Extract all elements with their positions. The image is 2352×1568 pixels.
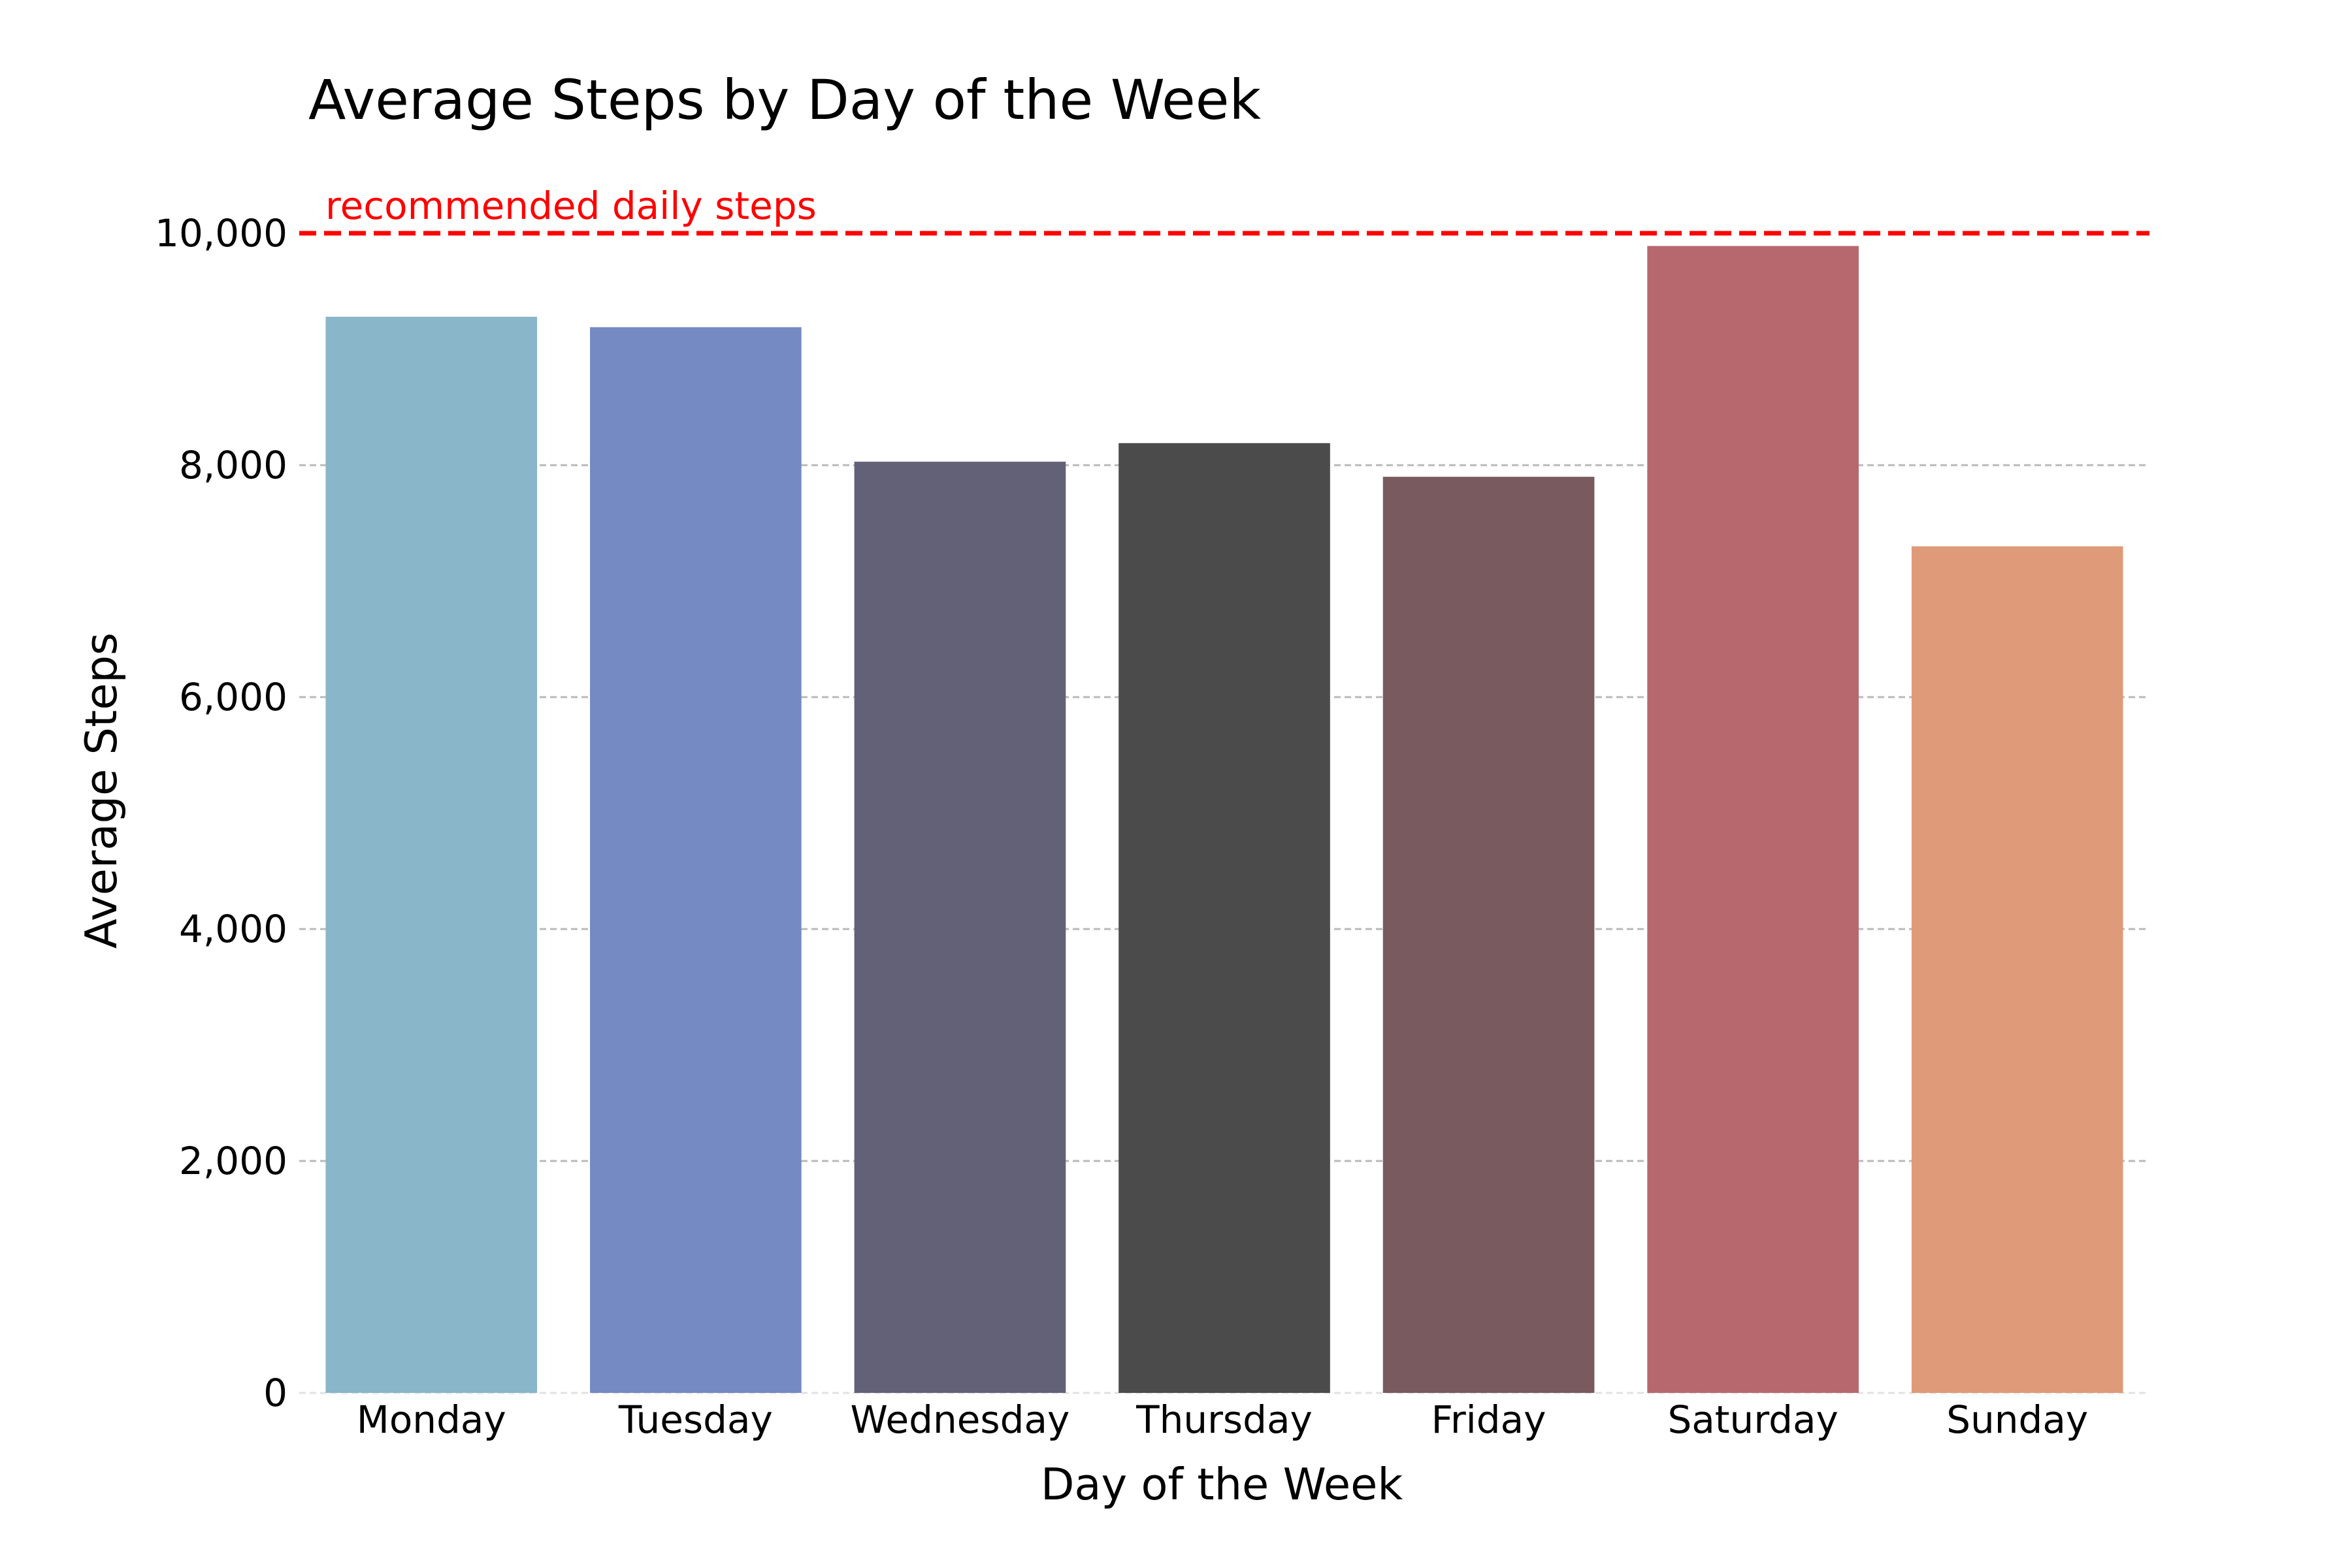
y-tick-label: 2,000 — [179, 1139, 287, 1183]
y-tick-label: 8,000 — [179, 443, 287, 487]
x-tick-label: Friday — [1431, 1397, 1546, 1442]
x-axis-label: Day of the Week — [1041, 1459, 1403, 1510]
bar-thursday — [1119, 443, 1330, 1393]
y-axis-ticks: 0 2,000 4,000 6,000 8,000 10,000 — [155, 211, 287, 1415]
bar-wednesday — [854, 461, 1066, 1393]
y-tick-label: 0 — [263, 1371, 287, 1415]
x-tick-label: Saturday — [1667, 1397, 1838, 1442]
y-axis-label: Average Steps — [76, 632, 127, 949]
reference-line-group: recommended daily steps — [299, 184, 2149, 236]
chart-title: Average Steps by Day of the Week — [308, 68, 1261, 132]
x-tick-label: Sunday — [1946, 1397, 2088, 1442]
x-tick-label: Monday — [357, 1397, 506, 1442]
reference-line-label: recommended daily steps — [325, 184, 817, 228]
x-axis-ticks: Monday Tuesday Wednesday Thursday Friday Satu… — [357, 1397, 2088, 1442]
bar-monday — [325, 316, 538, 1393]
x-tick-label: Thursday — [1135, 1397, 1313, 1442]
y-tick-label: 6,000 — [179, 675, 287, 719]
bar-sunday — [1911, 546, 2123, 1393]
bars — [325, 246, 2123, 1393]
y-tick-label: 4,000 — [179, 907, 287, 951]
bar-friday — [1382, 476, 1595, 1393]
bar-saturday — [1647, 246, 1859, 1393]
x-tick-label: Wednesday — [851, 1397, 1070, 1442]
x-tick-label: Tuesday — [618, 1397, 773, 1442]
y-tick-label: 10,000 — [155, 211, 287, 255]
bar-tuesday — [590, 327, 802, 1393]
